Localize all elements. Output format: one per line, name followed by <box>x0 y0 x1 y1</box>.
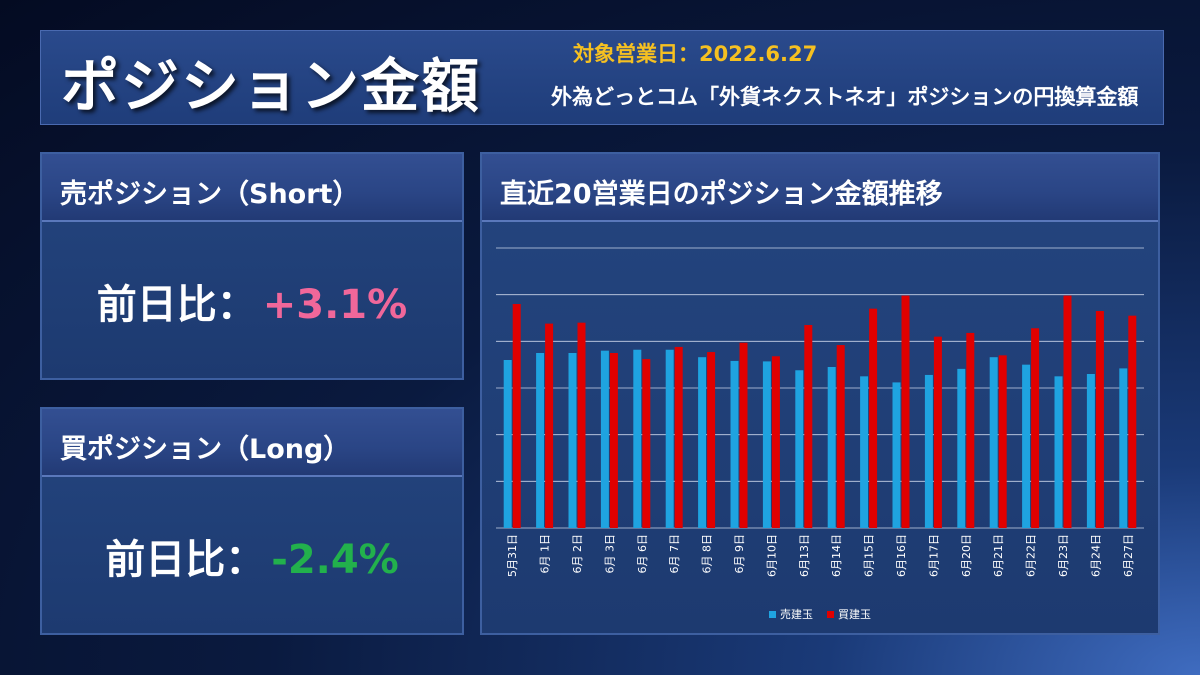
short-ratio-value: +3.1% <box>262 282 408 328</box>
page-subtitle: 外為どっとコム「外貨ネクストネオ」ポジションの円換算金額 <box>551 85 1139 109</box>
x-tick-label: 6月13日 <box>798 534 811 577</box>
bar-short <box>827 367 836 528</box>
bar-long <box>1031 328 1040 528</box>
bar-short <box>503 360 512 528</box>
x-tick-label: 6月17日 <box>927 534 940 577</box>
bar-short <box>989 357 998 528</box>
x-tick-label: 6月21日 <box>992 534 1005 577</box>
short-position-panel: 売ポジション（Short） 前日比： +3.1% <box>40 152 464 380</box>
bar-short <box>665 349 674 528</box>
bar-short <box>892 382 901 528</box>
bar-long <box>609 353 618 528</box>
bar-short <box>795 370 804 528</box>
bar-short <box>924 374 933 528</box>
chart-panel-title: 直近20営業日のポジション金額推移 <box>500 179 943 210</box>
bar-long <box>1063 295 1072 528</box>
chart-panel: 直近20営業日のポジション金額推移 5月31日 6月 1日 6月 2日 6月 3日 6月… <box>480 152 1160 635</box>
bar-short <box>957 368 966 528</box>
bar-long <box>512 304 521 528</box>
bar-long <box>804 325 813 528</box>
bar-short <box>860 376 869 528</box>
legend-item-long: 買建玉 <box>827 606 871 622</box>
x-tick-label: 6月 1日 <box>539 534 552 574</box>
legend-swatch <box>827 610 834 618</box>
bar-short <box>730 360 739 528</box>
bar-short <box>568 353 577 528</box>
x-tick-label: 5月31日 <box>506 534 519 577</box>
long-panel-title: 買ポジション（Long） <box>60 434 351 465</box>
x-tick-label: 6月10日 <box>765 534 778 577</box>
x-tick-label: 6月23日 <box>1057 534 1070 577</box>
bar-long <box>771 356 780 528</box>
bar-long <box>1128 315 1137 528</box>
x-tick-label: 6月27日 <box>1122 534 1135 577</box>
long-position-panel: 買ポジション（Long） 前日比： -2.4% <box>40 407 464 635</box>
x-tick-label: 6月22日 <box>1025 534 1038 577</box>
x-tick-label: 6月 6日 <box>636 534 649 574</box>
x-tick-label: 6月20日 <box>960 534 973 577</box>
page-title: ポジション金額 <box>61 52 482 120</box>
x-tick-label: 6月 3日 <box>603 534 616 574</box>
bar-long <box>966 332 975 528</box>
chart-panel-header: 直近20営業日のポジション金額推移 <box>482 154 1158 222</box>
bar-short <box>1022 364 1031 528</box>
x-tick-label: 6月24日 <box>1089 534 1102 577</box>
bar-long <box>739 342 748 528</box>
bar-short <box>536 353 545 528</box>
short-ratio: 前日比： +3.1% <box>42 272 462 330</box>
bar-short <box>698 357 707 528</box>
x-tick-label: 6月14日 <box>830 534 843 577</box>
header-banner: ポジション金額 対象営業日：2022.6.27 外為どっとコム「外貨ネクストネオ… <box>40 30 1164 125</box>
short-ratio-label: 前日比： <box>96 282 257 328</box>
long-ratio-value: -2.4% <box>271 537 399 583</box>
bar-long <box>674 346 683 528</box>
bar-long <box>577 322 586 528</box>
x-tick-label: 6月 9日 <box>733 534 746 574</box>
legend-label: 売建玉 <box>780 608 813 621</box>
bar-chart: 5月31日 6月 1日 6月 2日 6月 3日 6月 6日 6月 7日 6月 8日 6月 9日… <box>496 247 1144 577</box>
bar-short <box>600 350 609 528</box>
chart-legend: 売建玉 買建玉 <box>482 606 1158 622</box>
bar-long <box>642 359 651 528</box>
long-ratio: 前日比： -2.4% <box>42 527 462 585</box>
legend-swatch <box>769 610 776 618</box>
bar-long <box>707 352 716 528</box>
legend-label: 買建玉 <box>838 608 871 621</box>
bar-long <box>545 323 554 528</box>
bar-short <box>762 361 771 528</box>
legend-item-short: 売建玉 <box>769 606 813 622</box>
bar-long <box>901 295 910 528</box>
x-tick-label: 6月 7日 <box>668 534 681 574</box>
bar-long <box>1095 311 1104 528</box>
long-ratio-label: 前日比： <box>105 537 266 583</box>
bar-long <box>998 355 1007 528</box>
long-panel-header: 買ポジション（Long） <box>42 409 462 477</box>
short-panel-title: 売ポジション（Short） <box>60 179 360 210</box>
bar-short <box>1086 374 1095 528</box>
bar-long <box>933 336 942 528</box>
bar-short <box>1054 376 1063 528</box>
bar-short <box>633 349 642 528</box>
bar-long <box>869 308 878 528</box>
short-panel-header: 売ポジション（Short） <box>42 154 462 222</box>
x-tick-label: 6月 2日 <box>571 534 584 574</box>
bar-long <box>836 345 845 528</box>
x-tick-label: 6月15日 <box>863 534 876 577</box>
x-tick-label: 6月16日 <box>895 534 908 577</box>
bar-short <box>1119 368 1128 528</box>
business-date: 対象営業日：2022.6.27 <box>573 42 818 66</box>
x-tick-label: 6月 8日 <box>701 534 714 574</box>
